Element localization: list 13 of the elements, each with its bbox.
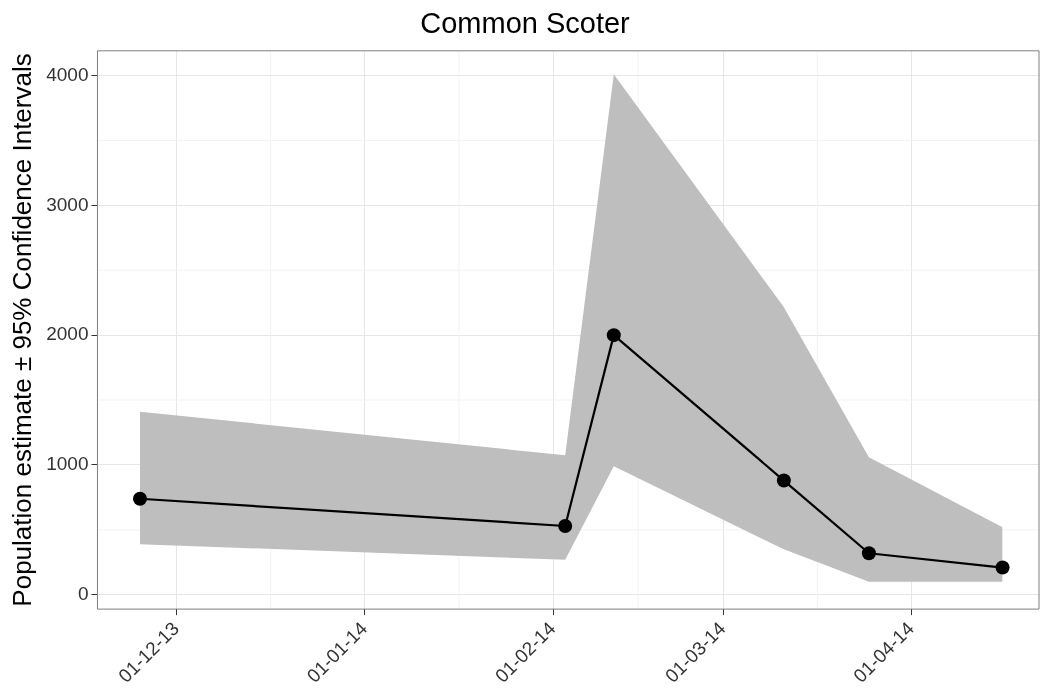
point (861, 546, 876, 561)
chart-title: Common Scoter (420, 7, 631, 40)
y-tick-label: 4000 (46, 63, 89, 85)
y-tick-label: 1000 (46, 453, 89, 475)
y-axis-title: Population estimate ± 95% Confidence Intervals (6, 53, 37, 607)
y-tick-label: 0 (77, 583, 89, 605)
point (606, 328, 621, 343)
y-tick-label: 3000 (46, 193, 89, 215)
point (995, 560, 1010, 575)
point (132, 491, 147, 506)
point (558, 519, 573, 533)
y-tick-label: 2000 (46, 323, 89, 345)
point (776, 473, 791, 488)
